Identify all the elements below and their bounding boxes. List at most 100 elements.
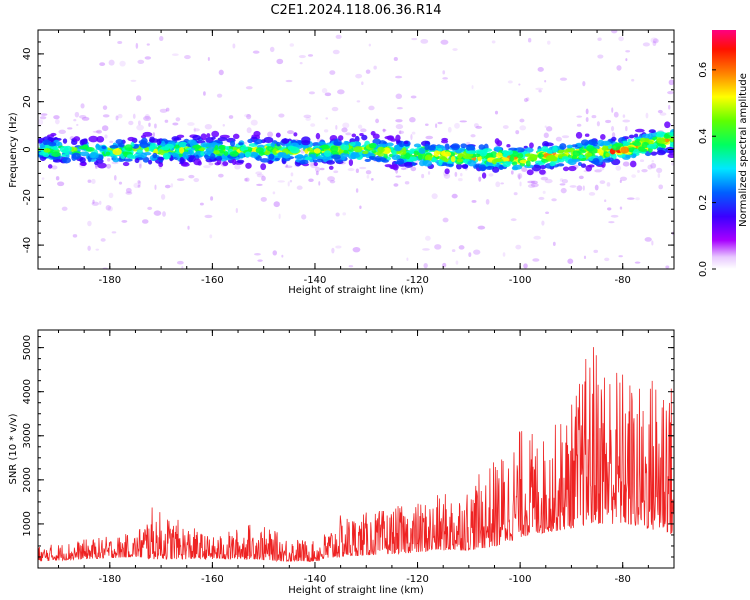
band-blob: [206, 133, 211, 138]
band-blob: [622, 140, 628, 144]
noise-speckle: [106, 163, 112, 169]
noise-speckle: [631, 174, 637, 178]
noise-speckle: [597, 54, 604, 59]
noise-speckle: [132, 113, 136, 119]
band-blob: [47, 164, 53, 169]
band-blob: [663, 133, 669, 139]
band-blob: [232, 133, 240, 140]
noise-speckle: [277, 180, 285, 183]
noise-speckle: [422, 248, 430, 251]
noise-speckle: [165, 107, 170, 112]
noise-speckle: [452, 48, 458, 51]
noise-speckle: [502, 125, 509, 130]
band-blob: [323, 150, 332, 157]
band-blob: [641, 133, 651, 139]
noise-speckle: [342, 212, 347, 216]
noise-speckle: [500, 182, 504, 185]
noise-speckle: [139, 160, 142, 167]
noise-speckle: [284, 165, 293, 169]
band-blob: [158, 162, 164, 168]
noise-speckle: [208, 162, 214, 166]
noise-speckle: [631, 78, 635, 82]
band-blob: [188, 155, 196, 163]
band-blob: [238, 142, 244, 146]
band-blob: [162, 152, 171, 160]
noise-speckle: [431, 193, 438, 200]
noise-speckle: [162, 211, 166, 217]
noise-speckle: [40, 113, 48, 116]
noise-speckle: [137, 184, 141, 188]
band-blob: [54, 146, 59, 151]
noise-speckle: [269, 46, 275, 53]
band-blob: [293, 132, 298, 137]
noise-speckle: [425, 135, 434, 140]
noise-speckle: [523, 97, 529, 103]
noise-speckle: [135, 42, 139, 49]
noise-speckle: [98, 200, 102, 205]
band-blob: [443, 151, 452, 157]
x-tick-label: -100: [509, 574, 532, 585]
band-blob: [391, 154, 401, 161]
noise-speckle: [133, 182, 140, 189]
noise-speckle: [146, 43, 150, 46]
band-blob: [460, 143, 467, 149]
noise-speckle: [502, 252, 506, 257]
noise-speckle: [540, 176, 549, 181]
noise-speckle: [470, 134, 476, 138]
band-blob: [52, 159, 62, 163]
noise-speckle: [246, 114, 252, 120]
noise-speckle: [107, 206, 113, 212]
noise-speckle: [144, 114, 150, 120]
noise-speckle: [125, 187, 132, 194]
noise-speckle: [118, 181, 123, 185]
band-blob: [353, 146, 363, 153]
noise-speckle: [108, 59, 115, 66]
noise-speckle: [560, 187, 567, 194]
y-tick-label: -20: [22, 189, 33, 205]
noise-speckle: [599, 180, 606, 185]
band-blob: [556, 163, 565, 167]
noise-speckle: [393, 183, 399, 187]
noise-speckle: [38, 119, 44, 126]
noise-speckle: [102, 114, 110, 118]
band-blob: [665, 146, 674, 154]
noise-speckle: [652, 38, 659, 44]
noise-speckle: [552, 241, 556, 247]
noise-speckle: [382, 128, 387, 132]
band-blob: [187, 149, 193, 155]
x-tick-label: -180: [98, 574, 121, 585]
band-blob: [477, 155, 482, 162]
noise-speckle: [619, 176, 628, 181]
noise-speckle: [396, 106, 403, 110]
noise-speckle: [588, 192, 596, 196]
noise-speckle: [235, 207, 238, 213]
band-blob: [260, 163, 267, 171]
noise-speckle: [355, 168, 359, 173]
x-tick-label: -140: [304, 275, 327, 286]
noise-speckle: [454, 171, 458, 177]
noise-speckle: [443, 173, 451, 179]
noise-speckle: [637, 169, 640, 173]
noise-speckle: [447, 126, 452, 133]
band-blob: [465, 144, 476, 152]
noise-speckle: [517, 172, 523, 179]
noise-speckle: [527, 183, 536, 189]
noise-speckle: [92, 130, 101, 133]
noise-speckle: [491, 40, 496, 44]
noise-speckle: [331, 247, 335, 254]
band-blob: [627, 138, 632, 143]
noise-speckle: [51, 165, 58, 170]
band-blob: [318, 141, 326, 146]
band-blob: [229, 140, 236, 147]
band-blob: [105, 151, 111, 156]
band-blob: [205, 147, 214, 154]
band-blob: [333, 141, 342, 146]
band-blob: [592, 157, 600, 165]
noise-speckle: [527, 180, 536, 184]
band-blob: [539, 164, 547, 170]
band-blob: [537, 153, 544, 158]
noise-speckle: [519, 118, 525, 123]
noise-speckle: [544, 80, 547, 83]
noise-speckle: [80, 103, 85, 109]
noise-speckle: [585, 108, 589, 115]
